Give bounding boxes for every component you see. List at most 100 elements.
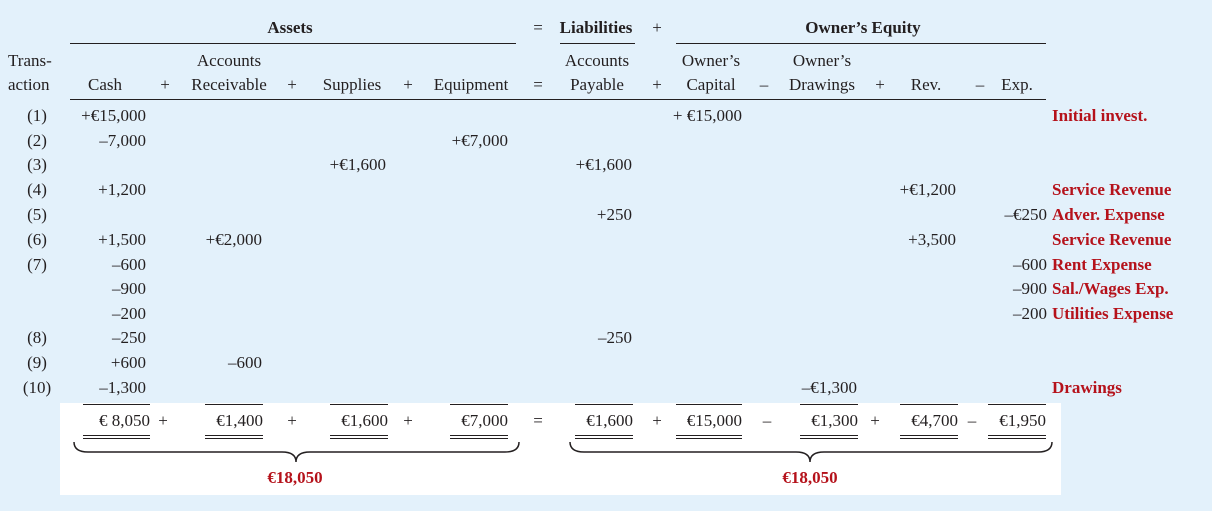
rev-double-rule bbox=[900, 435, 958, 439]
total-capital: €15,000 bbox=[686, 411, 742, 430]
liabilities-header: Liabilities bbox=[559, 18, 633, 37]
tx-label: (8) bbox=[27, 328, 47, 347]
total-equipment: €7,000 bbox=[461, 411, 508, 430]
cash-cell: +600 bbox=[110, 353, 146, 372]
cash-cell: –200 bbox=[112, 304, 146, 323]
total-op-equals: = bbox=[533, 411, 543, 430]
exp-cell: –600 bbox=[1013, 255, 1047, 274]
tx-label: (2) bbox=[27, 131, 47, 150]
capital-cell: + €15,000 bbox=[672, 106, 742, 125]
equipment-cell: +€7,000 bbox=[451, 131, 508, 150]
total-op-plus-4: + bbox=[652, 411, 662, 430]
total-drawings: €1,300 bbox=[811, 411, 858, 430]
cash-cell: +1,200 bbox=[98, 180, 146, 199]
assets-total: €18,050 bbox=[267, 468, 323, 487]
note-cell: Adver. Expense bbox=[1052, 205, 1165, 224]
col-supplies: Supplies bbox=[322, 75, 382, 94]
supplies-double-rule bbox=[330, 435, 388, 439]
capital-double-rule bbox=[676, 435, 742, 439]
total-rev: €4,700 bbox=[911, 411, 958, 430]
total-op-plus-5: + bbox=[870, 411, 880, 430]
tx-label: (3) bbox=[27, 155, 47, 174]
tx-label: (1) bbox=[27, 106, 47, 125]
total-ar: €1,400 bbox=[216, 411, 263, 430]
total-supplies: €1,600 bbox=[341, 411, 388, 430]
col-equipment: Equipment bbox=[433, 75, 509, 94]
liabilities-equity-brace bbox=[569, 441, 1053, 463]
cash-double-rule bbox=[83, 435, 150, 439]
exp-underline bbox=[988, 404, 1046, 405]
note-cell: Initial invest. bbox=[1052, 106, 1148, 125]
supplies-cell: +€1,600 bbox=[329, 155, 386, 174]
cash-cell: +€15,000 bbox=[81, 106, 146, 125]
equipment-underline bbox=[450, 404, 508, 405]
exp-cell: –€250 bbox=[1004, 205, 1048, 224]
note-cell: Service Revenue bbox=[1052, 180, 1172, 199]
note-cell: Rent Expense bbox=[1052, 255, 1152, 274]
op-plus-1: + bbox=[160, 75, 170, 94]
total-op-plus-2: + bbox=[287, 411, 297, 430]
exp-cell: –200 bbox=[1013, 304, 1047, 323]
total-op-plus-1: + bbox=[158, 411, 168, 430]
tx-label: (4) bbox=[27, 180, 47, 199]
exp-double-rule bbox=[988, 435, 1046, 439]
col-capital-l2: Capital bbox=[686, 75, 736, 94]
cash-cell: –600 bbox=[112, 255, 146, 274]
equipment-double-rule bbox=[450, 435, 508, 439]
col-ap-l1: Accounts bbox=[564, 51, 630, 70]
col-rev: Rev. bbox=[910, 75, 942, 94]
tx-label: (10) bbox=[22, 378, 52, 397]
ar-cell: –600 bbox=[228, 353, 262, 372]
col-capital-l1: Owner’s bbox=[681, 51, 741, 70]
col-ar-l2: Receivable bbox=[191, 75, 267, 94]
owners-equity-rule bbox=[676, 43, 1046, 44]
col-transaction-l1: Trans- bbox=[8, 51, 52, 70]
op-plus-2: + bbox=[287, 75, 297, 94]
liabilities-rule bbox=[560, 43, 635, 44]
tx-label: (9) bbox=[27, 353, 47, 372]
total-op-plus-3: + bbox=[403, 411, 413, 430]
rev-cell: +3,500 bbox=[908, 230, 956, 249]
op-minus-2: – bbox=[975, 75, 985, 94]
supplies-underline bbox=[330, 404, 388, 405]
col-drawings-l1: Owner’s bbox=[792, 51, 852, 70]
op-plus-4: + bbox=[652, 75, 662, 94]
col-exp: Exp. bbox=[1001, 75, 1033, 94]
col-transaction-l2: action bbox=[8, 75, 50, 94]
total-ap: €1,600 bbox=[586, 411, 633, 430]
cash-underline bbox=[83, 404, 150, 405]
ar-cell: +€2,000 bbox=[205, 230, 262, 249]
drawings-underline bbox=[800, 404, 858, 405]
cash-cell: +1,500 bbox=[98, 230, 146, 249]
assets-brace bbox=[73, 441, 1053, 463]
equals-sign: = bbox=[533, 18, 543, 37]
ap-double-rule bbox=[575, 435, 633, 439]
op-minus-1: – bbox=[759, 75, 769, 94]
assets-header: Assets bbox=[267, 18, 313, 37]
op-equals: = bbox=[533, 75, 543, 94]
header-rule bbox=[70, 99, 1046, 100]
op-plus-5: + bbox=[875, 75, 885, 94]
tx-label: (7) bbox=[27, 255, 47, 274]
assets-rule bbox=[70, 43, 516, 44]
note-cell: Utilities Expense bbox=[1052, 304, 1174, 323]
capital-underline bbox=[676, 404, 742, 405]
total-op-minus-1: – bbox=[762, 411, 772, 430]
rev-cell: +€1,200 bbox=[899, 180, 956, 199]
col-ar-l1: Accounts bbox=[196, 51, 262, 70]
ap-underline bbox=[575, 404, 633, 405]
drawings-double-rule bbox=[800, 435, 858, 439]
plus-sign: + bbox=[652, 18, 662, 37]
cash-cell: –7,000 bbox=[99, 131, 146, 150]
note-cell: Sal./Wages Exp. bbox=[1052, 279, 1169, 298]
tx-label: (6) bbox=[27, 230, 47, 249]
col-ap-l2: Payable bbox=[570, 75, 624, 94]
total-cash: € 8,050 bbox=[99, 411, 150, 430]
ar-double-rule bbox=[205, 435, 263, 439]
totals-box bbox=[60, 403, 1061, 495]
ap-cell: –250 bbox=[598, 328, 632, 347]
col-cash: Cash bbox=[88, 75, 122, 94]
note-cell: Drawings bbox=[1052, 378, 1122, 397]
owners-equity-header: Owner’s Equity bbox=[805, 18, 921, 37]
